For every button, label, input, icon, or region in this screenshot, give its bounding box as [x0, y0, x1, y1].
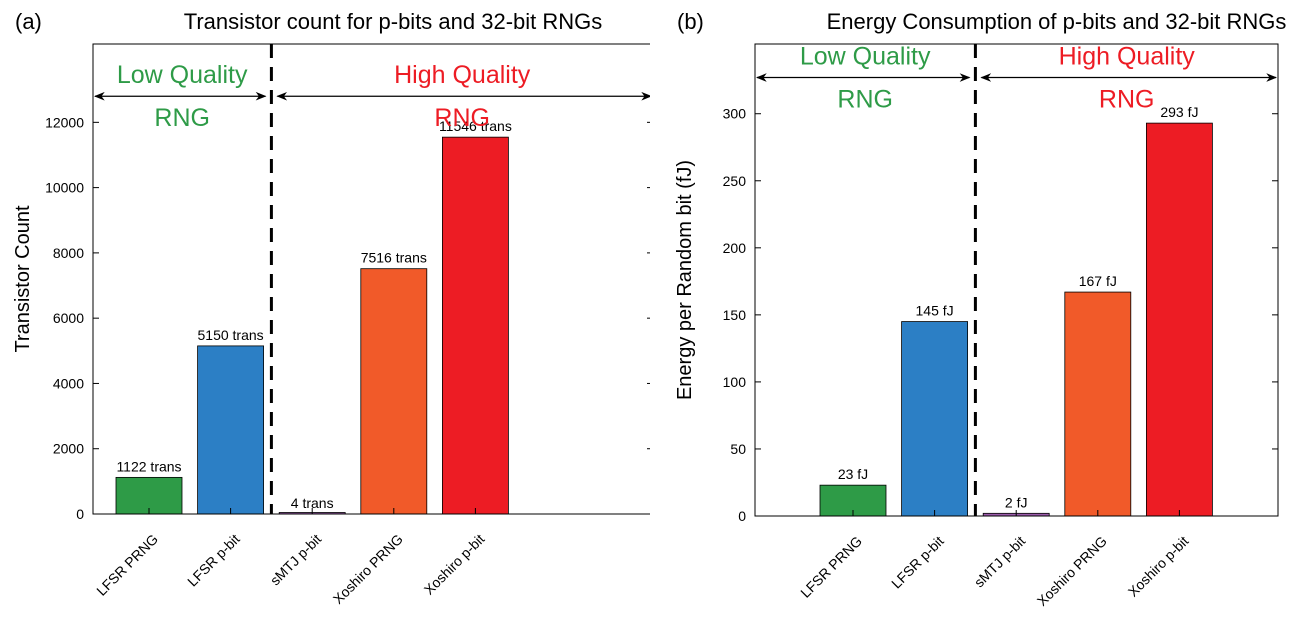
bar-lfsr-prng [115, 476, 183, 515]
x-tick-label: Xoshiro p-bit [421, 531, 488, 598]
energy-consumption-panel: (b) Energy Consumption of p-bits and 32-b… [650, 0, 1301, 624]
bar-value-label: 4 trans [291, 495, 334, 511]
bar-lfsr-p-bit [197, 345, 265, 515]
y-tick-label: 12000 [45, 114, 84, 130]
y-tick-label: 50 [730, 441, 746, 457]
panel-label: (a) [15, 9, 42, 34]
y-tick-label: 4000 [53, 375, 84, 391]
chart-title: Energy Consumption of p-bits and 32-bit … [827, 9, 1287, 34]
bar-value-label: 7516 trans [361, 250, 427, 266]
bar-value-label: 11546 trans [439, 118, 512, 134]
high-quality-label-line2: RNG [434, 104, 490, 132]
y-tick-label: 0 [76, 506, 84, 522]
bar-value-label: 293 fJ [1160, 104, 1198, 120]
x-tick-label: LFSR p-bit [888, 533, 947, 592]
bar-value-label: 2 fJ [1005, 494, 1028, 510]
bar-xoshiro-prng [360, 268, 428, 515]
y-tick-label: 200 [723, 240, 747, 256]
y-axis-label: Transistor Count [12, 205, 34, 353]
y-tick-label: 10000 [45, 180, 84, 196]
plot-frame [92, 43, 650, 515]
x-tick-label: Xoshiro p-bit [1125, 533, 1192, 600]
high-quality-label-line2: RNG [1099, 86, 1155, 114]
high-quality-label-line1: High Quality [1059, 43, 1196, 71]
low-quality-label-line1: Low Quality [117, 61, 248, 89]
bar-xoshiro-prng [1064, 291, 1132, 517]
y-tick-label: 100 [723, 374, 747, 390]
x-tick-label: LFSR PRNG [93, 531, 161, 599]
low-quality-label-line2: RNG [837, 86, 893, 114]
energy-consumption-chart: (b) Energy Consumption of p-bits and 32-b… [674, 9, 1287, 609]
y-tick-label: 6000 [53, 310, 84, 326]
y-tick-label: 2000 [53, 441, 84, 457]
bar-xoshiro-p-bit [1145, 122, 1213, 517]
bar-xoshiro-p-bit [441, 136, 509, 515]
transistor-count-chart: (a) Transistor count for p-bits and 32-bi… [12, 9, 650, 607]
chart-title: Transistor count for p-bits and 32-bit R… [184, 9, 603, 34]
x-tick-label: LFSR PRNG [797, 533, 865, 601]
y-tick-label: 0 [738, 508, 746, 524]
bar-value-label: 145 fJ [916, 303, 954, 319]
low-quality-label-line2: RNG [154, 104, 210, 132]
bar-value-label: 23 fJ [838, 466, 868, 482]
high-quality-label-line1: High Quality [394, 61, 531, 89]
y-axis-label: Energy per Random bit (fJ) [674, 160, 696, 400]
x-tick-label: LFSR p-bit [184, 531, 243, 590]
x-tick-label: sMTJ p-bit [971, 533, 1029, 591]
x-tick-label: Xoshiro PRNG [330, 531, 406, 607]
y-tick-label: 150 [723, 307, 747, 323]
y-tick-label: 250 [723, 173, 747, 189]
y-tick-label: 8000 [53, 245, 84, 261]
low-quality-label-line1: Low Quality [800, 43, 931, 71]
bar-lfsr-p-bit [901, 321, 969, 517]
bar-value-label: 5150 trans [198, 327, 264, 343]
bar-value-label: 1122 trans [116, 458, 181, 474]
x-tick-label: sMTJ p-bit [267, 531, 325, 589]
x-tick-label: Xoshiro PRNG [1034, 533, 1110, 609]
y-tick-label: 300 [723, 106, 747, 122]
bar-value-label: 167 fJ [1079, 273, 1117, 289]
transistor-count-panel: (a) Transistor count for p-bits and 32-bi… [0, 0, 650, 624]
panel-label: (b) [677, 9, 704, 34]
